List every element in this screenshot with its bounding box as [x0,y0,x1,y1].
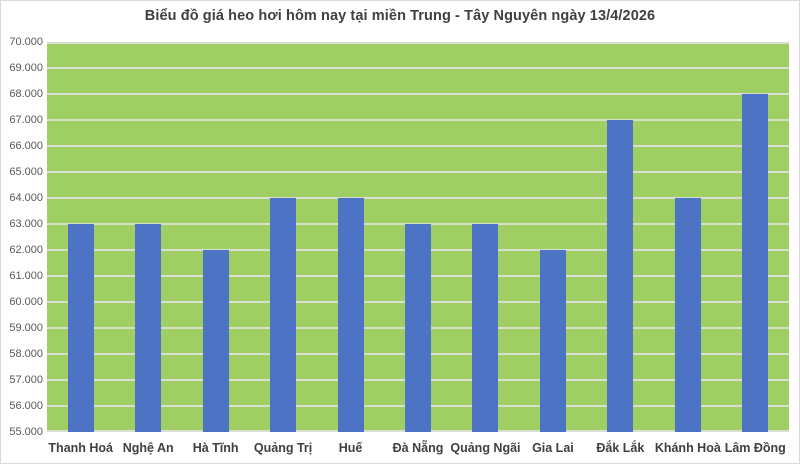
bar-Thanh Hoá [67,224,94,432]
bar-Huế [337,198,364,432]
y-tick-label: 68.000 [9,88,43,100]
x-tick-label: Gia Lai [532,441,574,455]
gridline [47,42,789,44]
bar-Lâm Đồng [742,94,769,432]
chart-title: Biểu đồ giá heo hơi hôm nay tại miền Tru… [144,8,656,24]
bar-Gia Lai [539,250,566,432]
x-tick-label: Đắk Lắk [596,441,645,455]
gridline [47,171,789,173]
y-tick-label: 62.000 [9,244,43,256]
x-tick-label: Nghệ An [122,441,174,455]
y-tick-label: 64.000 [9,192,43,204]
bar-Nghệ An [135,224,162,432]
gridline [47,67,789,69]
bar-Quảng Trị [270,198,297,432]
y-tick-label: 61.000 [9,270,43,282]
x-tick-label: Huế [338,441,363,455]
y-tick-label: 59.000 [9,322,43,334]
y-tick-label: 70.000 [9,36,43,48]
bar-Đắk Lắk [607,120,634,432]
bar-Quảng Ngãi [472,224,499,432]
gridline [47,145,789,147]
y-tick-label: 63.000 [9,218,43,230]
x-tick-label: Quảng Trị [253,441,313,455]
y-tick-label: 66.000 [9,140,43,152]
x-axis: Thanh Hoá Nghệ An Hà Tĩnh Quảng Trị Huế Đà Nẵ… [47,438,789,460]
x-tick-label: Quảng Ngãi [450,441,521,455]
y-tick-label: 60.000 [9,296,43,308]
bar-Hà Tĩnh [202,250,229,432]
y-tick-label: 55.000 [9,426,43,438]
x-tick-label: Khánh Hoà [654,441,721,455]
x-tick-label: Lâm Đồng [724,441,786,455]
gridline [47,197,789,199]
y-tick-label: 57.000 [9,374,43,386]
y-tick-label: 58.000 [9,348,43,360]
x-tick-label: Đà Nẵng [392,441,444,455]
y-tick-label: 65.000 [9,166,43,178]
plot-area [47,42,789,432]
x-tick-label: Hà Tĩnh [192,441,239,455]
bar-Khánh Hoà [674,198,701,432]
bar-Đà Nẵng [405,224,431,432]
y-axis: 55.000 56.000 57.000 58.000 59.000 60.000 61.0… [0,36,43,438]
y-tick-label: 69.000 [9,62,43,74]
gridline [47,119,789,121]
x-tick-label: Thanh Hoá [48,441,114,455]
gridline [47,93,789,95]
y-tick-label: 67.000 [9,114,43,126]
y-tick-label: 56.000 [9,400,43,412]
